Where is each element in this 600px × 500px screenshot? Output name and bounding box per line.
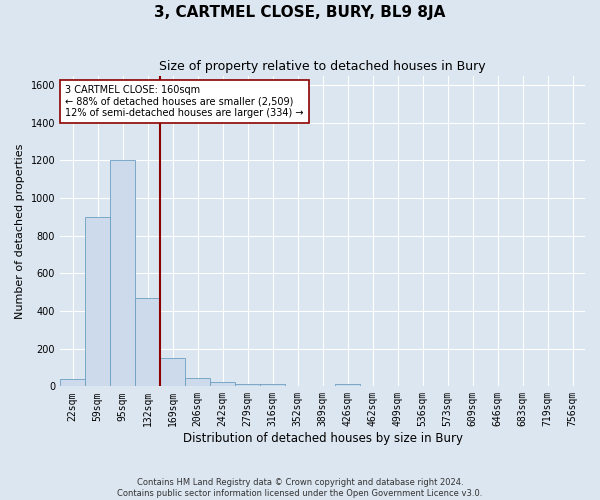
Text: Contains HM Land Registry data © Crown copyright and database right 2024.
Contai: Contains HM Land Registry data © Crown c… (118, 478, 482, 498)
Bar (110, 160, 135, 386)
Bar (235, 384, 260, 386)
Bar (335, 384, 360, 386)
Bar (260, 384, 285, 386)
Bar (85, 217, 110, 386)
Bar (160, 358, 185, 386)
Y-axis label: Number of detached properties: Number of detached properties (15, 144, 25, 318)
Bar (135, 298, 160, 386)
Text: 3, CARTMEL CLOSE, BURY, BL9 8JA: 3, CARTMEL CLOSE, BURY, BL9 8JA (154, 5, 446, 20)
X-axis label: Distribution of detached houses by size in Bury: Distribution of detached houses by size … (182, 432, 463, 445)
Bar (210, 382, 235, 386)
Bar (60, 379, 85, 386)
Bar (185, 378, 210, 386)
Title: Size of property relative to detached houses in Bury: Size of property relative to detached ho… (159, 60, 486, 73)
Text: 3 CARTMEL CLOSE: 160sqm
← 88% of detached houses are smaller (2,509)
12% of semi: 3 CARTMEL CLOSE: 160sqm ← 88% of detache… (65, 85, 304, 118)
